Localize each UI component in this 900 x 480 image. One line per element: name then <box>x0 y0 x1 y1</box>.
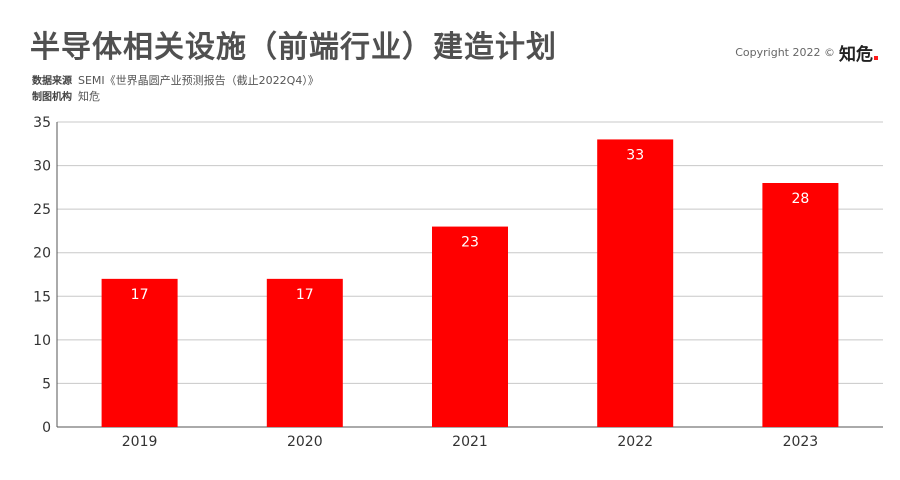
source-line: 数据来源 SEMI《世界晶圆产业预测报告（截止2022Q4）》 <box>32 72 319 88</box>
chart-title: 半导体相关设施（前端行业）建造计划 <box>30 30 557 65</box>
x-tick-label: 2019 <box>122 434 158 450</box>
brand-dot-icon <box>874 56 878 60</box>
bar-2020 <box>266 278 343 427</box>
y-tick-label: 10 <box>33 333 51 349</box>
y-tick-label: 20 <box>33 246 51 262</box>
bar-value-label: 17 <box>131 287 149 303</box>
copyright: Copyright 2022 © 知危 <box>735 40 878 65</box>
x-tick-label: 2022 <box>617 434 653 450</box>
source-text: SEMI《世界晶圆产业预测报告（截止2022Q4）》 <box>78 74 319 87</box>
bar-value-label: 33 <box>626 147 644 163</box>
bar-2023 <box>762 183 839 427</box>
y-tick-label: 15 <box>33 289 51 305</box>
bar-2021 <box>432 226 508 427</box>
y-tick-label: 5 <box>42 376 51 392</box>
copyright-text: Copyright 2022 © <box>735 46 835 59</box>
x-tick-label: 2023 <box>783 434 819 450</box>
y-tick-label: 30 <box>33 159 51 175</box>
x-tick-label: 2021 <box>452 434 488 450</box>
author-text: 知危 <box>78 90 100 103</box>
bar-value-label: 23 <box>461 235 479 251</box>
bar-value-label: 28 <box>791 191 809 207</box>
bar-2019 <box>101 278 178 427</box>
author-line: 制图机构 知危 <box>32 88 100 104</box>
y-tick-label: 25 <box>33 202 51 218</box>
y-tick-label: 35 <box>33 115 51 131</box>
brand-logo: 知危 <box>839 40 878 65</box>
source-label: 数据来源 <box>32 76 72 87</box>
author-label: 制图机构 <box>32 92 72 103</box>
brand-text: 知危 <box>839 45 873 65</box>
x-tick-label: 2020 <box>287 434 323 450</box>
bar-2022 <box>597 139 674 427</box>
bar-value-label: 17 <box>296 287 314 303</box>
y-tick-label: 0 <box>42 420 51 436</box>
